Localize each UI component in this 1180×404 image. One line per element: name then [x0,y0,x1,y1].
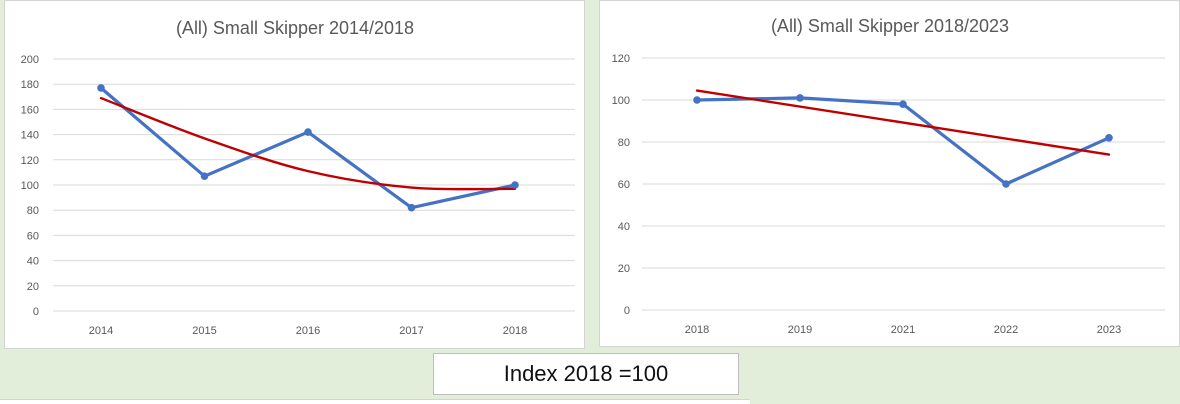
index-label: Index 2018 =100 [503,361,669,386]
x-tick-label: 2019 [788,324,812,336]
data-point-marker [511,181,519,189]
y-tick-label: 0 [33,306,39,318]
x-tick-label: 2016 [296,325,320,337]
trendline [99,96,517,191]
chart-title: (All) Small Skipper 2018/2023 [771,16,1009,36]
y-tick-label: 200 [21,54,39,66]
y-tick-label: 160 [21,104,39,116]
y-tick-label: 60 [27,230,39,242]
y-tick-label: 0 [624,305,630,317]
y-tick-label: 100 [612,95,630,107]
y-tick-label: 180 [21,79,39,91]
chart-panel-2018-2023: (All) Small Skipper 2018/2023 0 20 40 60 80 1… [599,0,1180,347]
y-tick-label: 100 [21,180,39,192]
y-tick-label: 40 [618,221,630,233]
data-point-marker [1105,134,1113,142]
data-point-marker [97,84,105,92]
x-tick-label: 2018 [685,324,709,336]
data-point-marker [304,128,312,136]
index-label-box: Index 2018 =100 [433,353,739,395]
y-tick-label: 20 [618,263,630,275]
x-tick-label: 2018 [503,325,527,337]
x-tick-label: 2015 [192,325,216,337]
chart-panel-2014-2018: (All) Small Skipper 2014/2018 0 20 40 60 80 1… [4,0,585,349]
x-tick-label: 2014 [89,325,113,337]
y-tick-label: 40 [27,256,39,268]
y-tick-label: 80 [27,205,39,217]
data-point-marker [1002,180,1010,188]
data-point-marker [407,203,416,212]
data-point-marker [899,100,907,108]
x-tick-label: 2017 [399,325,423,337]
data-point-marker [693,96,701,104]
x-tick-label: 2021 [891,324,915,336]
chart-title: (All) Small Skipper 2014/2018 [176,18,414,38]
y-tick-label: 80 [618,137,630,149]
line-chart-2018-2023: (All) Small Skipper 2018/2023 0 20 40 60 80 1… [612,16,1165,336]
data-point-marker [200,172,209,180]
y-tick-label: 120 [21,155,39,167]
x-tick-label: 2022 [994,324,1018,336]
line-chart-2014-2018: (All) Small Skipper 2014/2018 0 20 40 60 80 1… [21,18,575,337]
y-tick-label: 140 [21,130,39,142]
data-point-marker [796,94,804,102]
y-tick-label: 120 [612,53,630,65]
trendline [695,89,1111,156]
bottom-panel-edge [0,399,750,404]
y-tick-label: 60 [618,179,630,191]
series-line-index [695,96,1111,186]
x-tick-label: 2023 [1097,324,1121,336]
y-tick-label: 20 [27,281,39,293]
